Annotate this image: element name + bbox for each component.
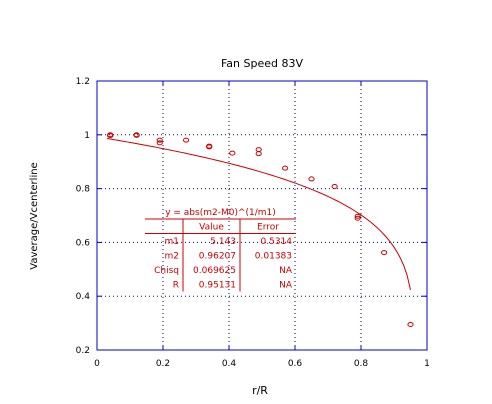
- data-point: [308, 176, 315, 182]
- data-point: [282, 165, 289, 171]
- data-point: [331, 183, 338, 189]
- fit-box-header: Error: [257, 223, 279, 233]
- fit-box-param-error: 0.01383: [255, 252, 292, 262]
- data-point: [133, 132, 140, 138]
- data-point: [156, 137, 163, 143]
- chart-title: Fan Speed 83V: [221, 57, 304, 70]
- fit-box-param-value: 0.069625: [193, 266, 236, 276]
- y-tick-label: 1.2: [76, 77, 90, 87]
- data-point: [381, 250, 388, 256]
- data-point: [255, 147, 262, 153]
- fit-box-param-value: 5.143: [210, 237, 236, 247]
- y-tick-label: 0.2: [76, 346, 90, 356]
- x-axis-label: r/R: [252, 384, 268, 397]
- fit-curve: [106, 137, 411, 290]
- data-point: [354, 215, 361, 221]
- data-point: [255, 151, 262, 157]
- y-tick-label: 1: [84, 131, 90, 141]
- x-tick-label: 0.8: [354, 359, 369, 369]
- x-tick-label: 0.4: [222, 359, 237, 369]
- grid-lines: [97, 81, 427, 350]
- y-tick-label: 0.6: [76, 238, 91, 248]
- fit-box-param-name: R: [173, 281, 179, 291]
- data-point: [206, 144, 213, 150]
- fit-box-param-value: 0.96207: [199, 252, 236, 262]
- fit-parameter-box: y = abs(m2-M0)^(1/m1) Value Error m1 5.143 0.…: [145, 208, 296, 292]
- fit-box-header: Value: [199, 223, 224, 233]
- x-tick-label: 0.2: [156, 359, 170, 369]
- fit-box-param-value: 0.95131: [199, 281, 236, 291]
- data-point: [183, 137, 190, 143]
- fit-box-param-name: m2: [165, 252, 180, 262]
- x-tick-label: 0.6: [288, 359, 303, 369]
- data-point: [354, 213, 361, 219]
- x-tick-label: 0: [94, 359, 100, 369]
- data-point: [156, 140, 163, 146]
- axis-ticks: [96, 80, 428, 351]
- fit-box-param-error: NA: [279, 266, 293, 276]
- fit-box-title: y = abs(m2-M0)^(1/m1): [165, 208, 276, 218]
- data-point: [107, 132, 114, 138]
- fit-box-param-name: Chisq: [154, 266, 179, 276]
- y-tick-label: 0.4: [76, 292, 91, 302]
- x-tick-label: 1: [424, 359, 430, 369]
- data-points: [107, 132, 414, 327]
- fit-box-param-error: 0.5314: [261, 237, 293, 247]
- data-point: [407, 321, 414, 327]
- plot-frame: [96, 80, 428, 351]
- tick-labels: 0 0.2 0.4 0.6 0.8 1 0.2 0.4 0.6 0.8 1 1.2: [76, 77, 430, 369]
- y-axis-label: Vaverage/Vcenterline: [29, 162, 40, 269]
- fit-box-param-name: m1: [165, 237, 180, 247]
- y-tick-label: 0.8: [76, 185, 91, 195]
- fit-box-param-error: NA: [279, 281, 293, 291]
- data-point: [229, 150, 236, 156]
